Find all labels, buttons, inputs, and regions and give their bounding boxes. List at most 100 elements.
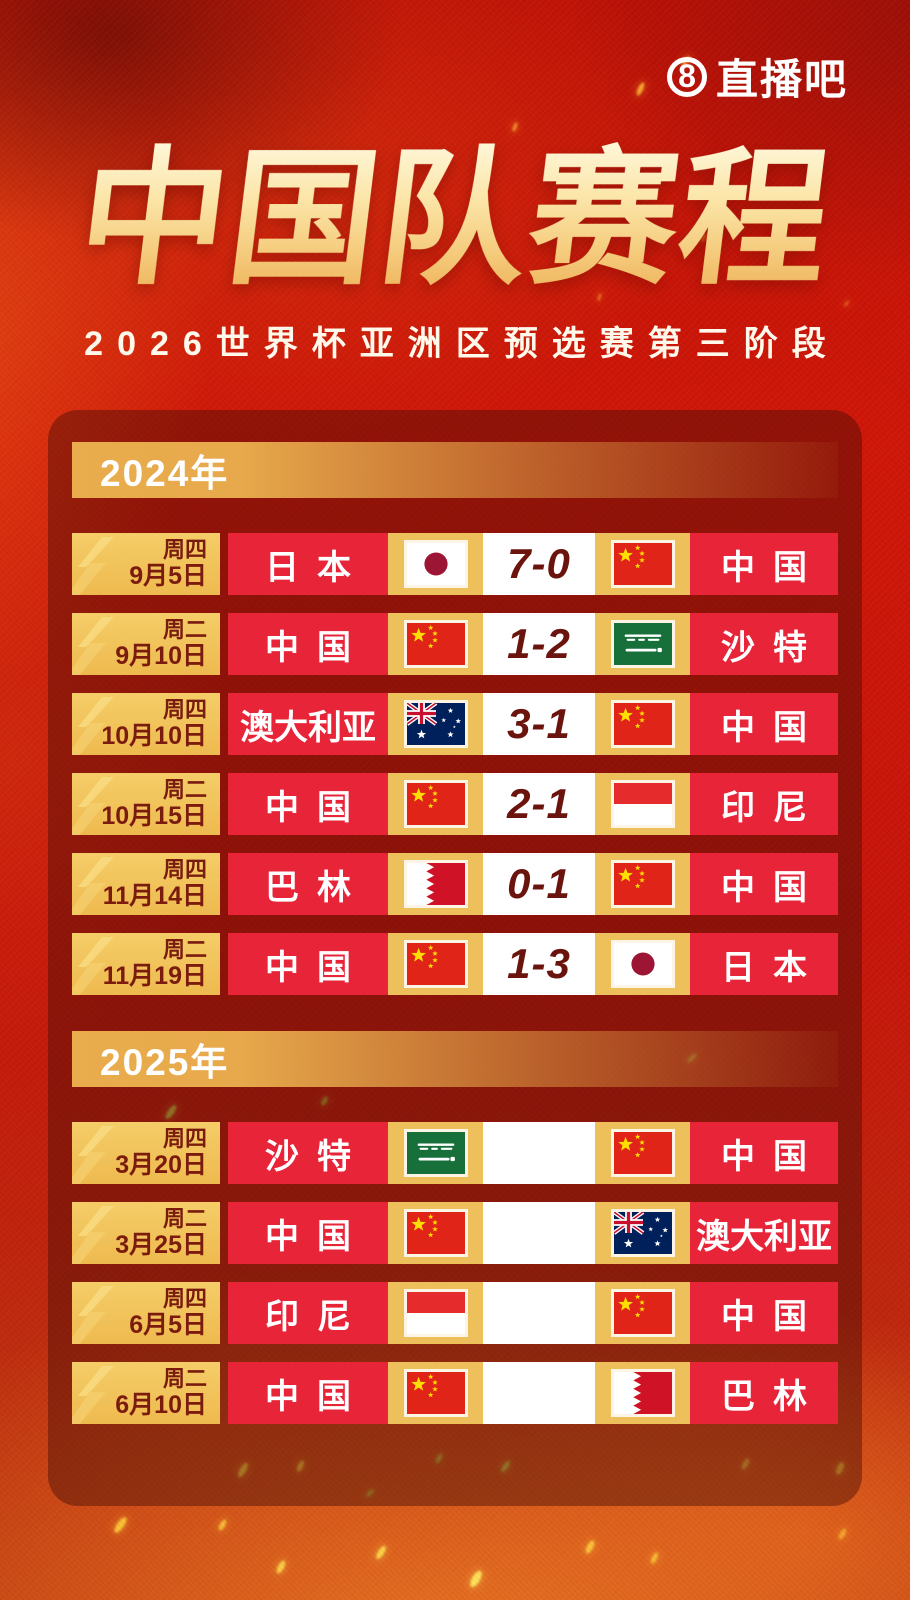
date-badge: 周四 10月10日 bbox=[72, 693, 220, 755]
match-score bbox=[483, 1202, 595, 1264]
home-team-cell: 中国 bbox=[228, 1362, 388, 1424]
weekday-label: 周二 bbox=[162, 776, 207, 802]
slash-decoration-icon bbox=[72, 1392, 106, 1424]
match-row: 周二 3月25日 中国 澳大利亚 bbox=[72, 1202, 838, 1264]
away-team-cell: 中国 bbox=[690, 853, 838, 915]
away-team-name: 澳大利亚 bbox=[696, 1217, 832, 1256]
china-flag-icon bbox=[403, 1369, 468, 1417]
china-flag-icon bbox=[403, 780, 468, 828]
slash-decoration-icon bbox=[72, 1232, 106, 1264]
away-flag-cell bbox=[595, 1122, 690, 1184]
away-team-cell: 沙特 bbox=[690, 613, 838, 675]
away-team-cell: 中国 bbox=[690, 1282, 838, 1344]
date-badge: 周四 9月5日 bbox=[72, 533, 220, 595]
home-flag-cell bbox=[388, 933, 483, 995]
brand-logo: 8 直播吧 bbox=[666, 46, 848, 107]
spark-icon bbox=[843, 299, 850, 308]
home-flag-cell bbox=[388, 533, 483, 595]
season-header-bar: 2024年 bbox=[72, 442, 838, 498]
match-score bbox=[483, 1362, 595, 1424]
date-label: 11月19日 bbox=[102, 962, 207, 991]
away-team-name: 中国 bbox=[721, 868, 825, 907]
home-team-cell: 日本 bbox=[228, 533, 388, 595]
match-rows: 周四 3月20日 沙特 中国 周二 3月25日 中国 bbox=[72, 1122, 838, 1424]
japan-flag-icon bbox=[610, 940, 675, 988]
china-flag-icon bbox=[610, 1289, 675, 1337]
slash-decoration-icon bbox=[72, 1152, 106, 1184]
home-flag-cell bbox=[388, 693, 483, 755]
logo-8-icon: 8 bbox=[666, 56, 707, 97]
australia-flag-icon bbox=[610, 1209, 675, 1257]
match-score: 2-1 bbox=[483, 773, 595, 835]
weekday-label: 周二 bbox=[162, 1365, 207, 1391]
date-badge: 周四 3月20日 bbox=[72, 1122, 220, 1184]
logo-text: 直播吧 bbox=[715, 56, 848, 103]
home-flag-cell bbox=[388, 853, 483, 915]
away-flag-cell bbox=[595, 693, 690, 755]
home-team-name: 中国 bbox=[265, 1377, 369, 1416]
date-badge: 周二 6月10日 bbox=[72, 1362, 220, 1424]
match-rows: 周四 9月5日 日本 7-0 中国 周二 9月10日 中国 1-2 bbox=[72, 533, 838, 995]
away-team-cell: 澳大利亚 bbox=[690, 1202, 838, 1264]
china-flag-icon bbox=[610, 1129, 675, 1177]
away-team-name: 中国 bbox=[721, 548, 825, 587]
japan-flag-icon bbox=[403, 540, 468, 588]
spark-icon bbox=[837, 1527, 848, 1541]
indonesia-flag-icon bbox=[610, 780, 675, 828]
home-team-name: 中国 bbox=[265, 1217, 369, 1256]
home-team-name: 中国 bbox=[265, 628, 369, 667]
date-badge: 周四 6月5日 bbox=[72, 1282, 220, 1344]
away-flag-cell bbox=[595, 1282, 690, 1344]
china-flag-icon bbox=[610, 700, 675, 748]
home-flag-cell bbox=[388, 773, 483, 835]
saudi-flag-icon bbox=[403, 1129, 468, 1177]
home-team-name: 巴林 bbox=[265, 868, 369, 907]
away-flag-cell bbox=[595, 613, 690, 675]
home-team-cell: 印尼 bbox=[228, 1282, 388, 1344]
away-team-cell: 中国 bbox=[690, 693, 838, 755]
away-flag-cell bbox=[595, 773, 690, 835]
date-label: 9月10日 bbox=[115, 642, 207, 671]
home-team-cell: 中国 bbox=[228, 1202, 388, 1264]
slash-decoration-icon bbox=[72, 1312, 106, 1344]
match-score: 7-0 bbox=[483, 533, 595, 595]
date-badge: 周二 11月19日 bbox=[72, 933, 220, 995]
home-team-name: 沙特 bbox=[265, 1137, 369, 1176]
season-section: 2025年 周四 3月20日 沙特 中国 周二 3月25日 bbox=[72, 1031, 838, 1424]
match-row: 周二 10月15日 中国 2-1 印尼 bbox=[72, 773, 838, 835]
away-flag-cell bbox=[595, 1362, 690, 1424]
away-team-cell: 日本 bbox=[690, 933, 838, 995]
home-team-name: 印尼 bbox=[265, 1297, 369, 1336]
slash-decoration-icon bbox=[72, 883, 106, 915]
spark-icon bbox=[217, 1518, 228, 1532]
home-team-name: 澳大利亚 bbox=[240, 708, 376, 747]
page-subtitle: 2026世界杯亚洲区预选赛第三阶段 bbox=[84, 325, 840, 363]
date-badge: 周二 9月10日 bbox=[72, 613, 220, 675]
slash-decoration-icon bbox=[72, 643, 106, 675]
season-section: 2024年 周四 9月5日 日本 7-0 中国 周二 9月10日 bbox=[72, 442, 838, 995]
home-flag-cell bbox=[388, 1282, 483, 1344]
date-label: 3月25日 bbox=[115, 1231, 207, 1260]
spark-icon bbox=[635, 81, 646, 97]
slash-decoration-icon bbox=[72, 563, 106, 595]
weekday-label: 周二 bbox=[162, 616, 207, 642]
spark-icon bbox=[112, 1515, 129, 1535]
match-row: 周二 9月10日 中国 1-2 沙特 bbox=[72, 613, 838, 675]
match-row: 周四 11月14日 巴林 0-1 中国 bbox=[72, 853, 838, 915]
away-team-name: 印尼 bbox=[721, 788, 825, 827]
away-team-cell: 巴林 bbox=[690, 1362, 838, 1424]
home-flag-cell bbox=[388, 613, 483, 675]
home-team-cell: 巴林 bbox=[228, 853, 388, 915]
weekday-label: 周四 bbox=[162, 536, 207, 562]
away-flag-cell bbox=[595, 853, 690, 915]
home-team-cell: 中国 bbox=[228, 773, 388, 835]
away-flag-cell bbox=[595, 1202, 690, 1264]
home-team-cell: 澳大利亚 bbox=[228, 693, 388, 755]
weekday-label: 周四 bbox=[162, 856, 207, 882]
spark-icon bbox=[275, 1559, 287, 1575]
indonesia-flag-icon bbox=[403, 1289, 468, 1337]
away-team-name: 巴林 bbox=[721, 1377, 825, 1416]
match-score bbox=[483, 1122, 595, 1184]
match-score: 0-1 bbox=[483, 853, 595, 915]
